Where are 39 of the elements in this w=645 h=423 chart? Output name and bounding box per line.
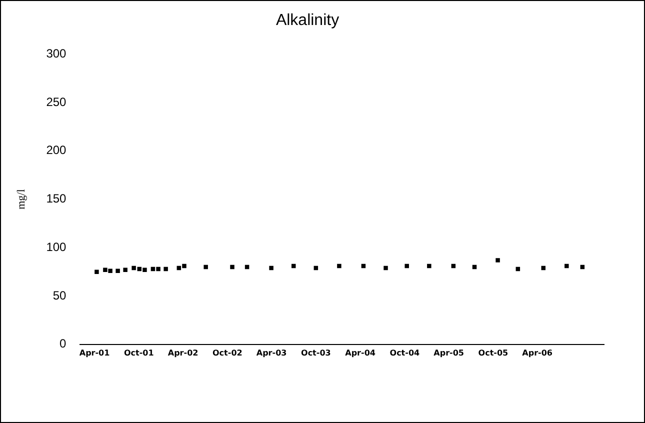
point xyxy=(564,264,569,268)
x-tick-label: Apr-02 xyxy=(168,348,198,358)
point xyxy=(204,264,208,270)
point xyxy=(156,266,160,272)
point xyxy=(230,264,234,270)
y-tick-label: 200 xyxy=(46,143,67,158)
point xyxy=(496,258,500,262)
y-tick-label: 100 xyxy=(46,240,67,254)
x-tick-label: Apr-06 xyxy=(522,348,553,358)
point xyxy=(182,264,186,268)
point xyxy=(269,266,274,270)
y-tick-label: 150 xyxy=(46,192,67,206)
point xyxy=(108,268,112,274)
point xyxy=(404,264,409,268)
x-tick-label: Apr-04 xyxy=(345,348,376,358)
x-tick-label: Oct-04 xyxy=(390,348,420,358)
chart-title: Alkalinity xyxy=(276,12,340,30)
point xyxy=(94,270,99,274)
x-tick-label: Oct-05 xyxy=(478,348,509,358)
point xyxy=(123,268,128,272)
point xyxy=(384,266,388,270)
point xyxy=(164,266,168,272)
point xyxy=(337,264,342,268)
point xyxy=(142,268,147,272)
y-tick-label: 300 xyxy=(46,46,67,61)
point xyxy=(132,266,136,270)
point xyxy=(103,268,108,272)
y-tick-label: 50 xyxy=(52,288,67,302)
x-tick-label: Oct-01 xyxy=(124,348,154,358)
y-tick-label: 250 xyxy=(46,94,67,109)
point xyxy=(116,268,120,274)
point xyxy=(427,264,432,268)
y-axis-title: mg/l xyxy=(15,189,28,210)
y-tick-label: 0 xyxy=(60,336,67,351)
x-tick-label: Apr-01 xyxy=(79,348,110,358)
x-tick-label: Apr-03 xyxy=(256,348,287,358)
x-tick-label: Oct-03 xyxy=(301,348,331,358)
x-tick-label: Apr-05 xyxy=(434,348,464,358)
x-tick-label: Oct-02 xyxy=(212,348,242,358)
